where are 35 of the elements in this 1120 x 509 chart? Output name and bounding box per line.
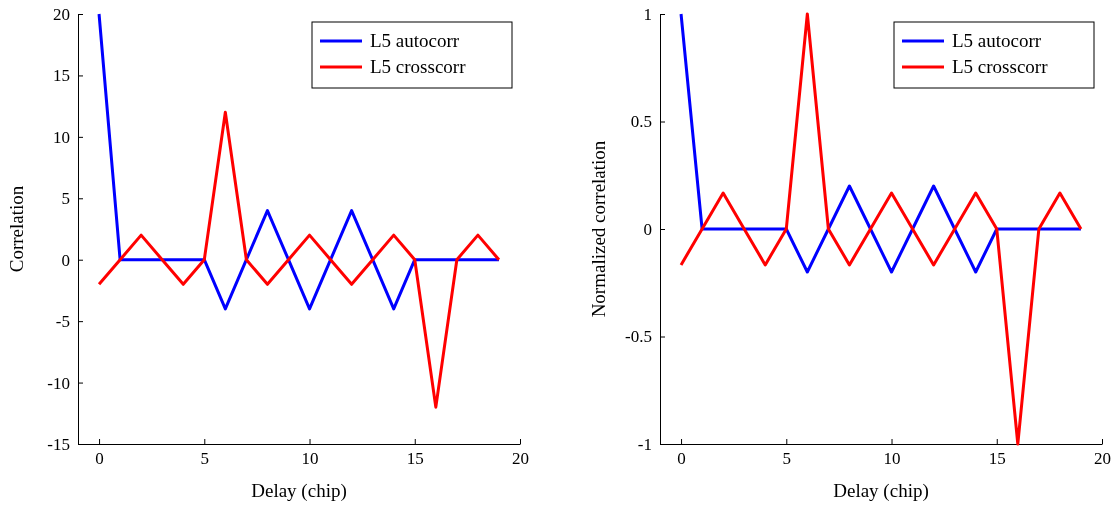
y-tick-label: -1 bbox=[637, 434, 652, 454]
y-tick-label: 0 bbox=[61, 250, 70, 270]
legend-label: L5 autocorr bbox=[952, 30, 1042, 51]
x-tick-label: 0 bbox=[95, 449, 104, 469]
y-tick-label: -5 bbox=[55, 312, 70, 332]
y-tick-label: 15 bbox=[53, 66, 70, 86]
x-axis-title: Delay (chip) bbox=[833, 480, 929, 502]
x-tick-label: 5 bbox=[782, 449, 792, 469]
x-tick-label: 0 bbox=[677, 449, 686, 469]
x-tick-label: 5 bbox=[200, 449, 210, 469]
line-series bbox=[97, 110, 501, 409]
y-tick-label: -0.5 bbox=[625, 327, 652, 347]
y-axis-title: Normalized correlation bbox=[588, 140, 609, 318]
x-tick-label: 15 bbox=[406, 449, 424, 469]
x-tick-label: 15 bbox=[988, 449, 1006, 469]
y-tick-label: 1 bbox=[643, 4, 652, 24]
y-tick-label: -15 bbox=[47, 434, 70, 454]
y-tick-label: -10 bbox=[47, 373, 70, 393]
legend-label: L5 crosscorr bbox=[952, 56, 1049, 77]
y-tick-label: 0.5 bbox=[630, 112, 652, 132]
legend-label: L5 autocorr bbox=[370, 30, 460, 51]
x-axis-title: Delay (chip) bbox=[251, 480, 347, 502]
line-series bbox=[679, 12, 1083, 446]
y-axis-title: Correlation bbox=[6, 185, 27, 273]
line-series bbox=[97, 12, 501, 311]
legend-label: L5 crosscorr bbox=[370, 56, 467, 77]
line-series bbox=[679, 12, 1083, 274]
y-tick-label: 20 bbox=[53, 4, 70, 24]
y-tick-label: 10 bbox=[53, 127, 70, 147]
x-tick-label: 20 bbox=[1094, 449, 1111, 469]
x-tick-label: 10 bbox=[301, 449, 319, 469]
x-tick-label: 20 bbox=[512, 449, 529, 469]
x-tick-label: 10 bbox=[883, 449, 901, 469]
y-tick-label: 0 bbox=[643, 219, 652, 239]
y-tick-label: 5 bbox=[61, 189, 70, 209]
